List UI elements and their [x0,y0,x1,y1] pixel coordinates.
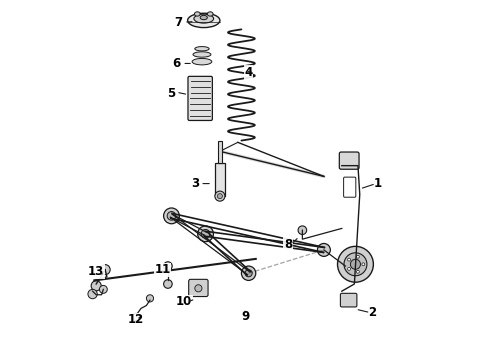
Circle shape [356,255,359,258]
Circle shape [242,266,256,280]
Circle shape [362,263,365,266]
Circle shape [338,246,373,282]
Circle shape [245,270,252,277]
Circle shape [195,285,202,292]
Text: 12: 12 [127,313,144,327]
Text: 9: 9 [241,310,249,323]
Text: 10: 10 [176,296,192,309]
Text: 4: 4 [245,66,253,79]
Text: 3: 3 [191,177,199,190]
Text: 6: 6 [173,57,181,70]
Circle shape [298,226,307,234]
Text: 8: 8 [284,238,292,251]
Circle shape [147,295,153,302]
FancyBboxPatch shape [188,76,212,121]
FancyBboxPatch shape [189,279,208,297]
Circle shape [132,314,140,320]
Circle shape [350,259,361,269]
Circle shape [197,226,214,242]
Text: 13: 13 [88,265,104,278]
Text: 11: 11 [154,263,171,276]
FancyBboxPatch shape [343,177,356,197]
Circle shape [99,285,107,293]
Ellipse shape [195,12,200,16]
Circle shape [347,258,350,261]
Circle shape [167,212,176,220]
Ellipse shape [193,52,211,57]
Ellipse shape [192,58,212,65]
Ellipse shape [207,12,213,16]
FancyBboxPatch shape [215,163,225,196]
Circle shape [215,191,225,201]
Text: 7: 7 [174,16,183,29]
Circle shape [201,229,210,238]
FancyBboxPatch shape [218,140,222,163]
Circle shape [100,265,110,275]
Circle shape [88,289,97,299]
Ellipse shape [200,15,207,20]
Text: 5: 5 [168,87,175,100]
Text: 2: 2 [368,306,376,319]
Text: 1: 1 [373,177,382,190]
Circle shape [91,281,101,291]
FancyBboxPatch shape [341,293,357,307]
Ellipse shape [195,46,209,51]
Circle shape [164,262,172,270]
Circle shape [318,243,330,256]
Circle shape [164,280,172,288]
Ellipse shape [194,14,214,23]
Circle shape [218,194,222,199]
Circle shape [347,267,350,270]
Ellipse shape [188,13,220,28]
FancyBboxPatch shape [339,152,359,169]
Circle shape [356,270,359,273]
Circle shape [344,253,367,276]
Circle shape [164,208,179,224]
